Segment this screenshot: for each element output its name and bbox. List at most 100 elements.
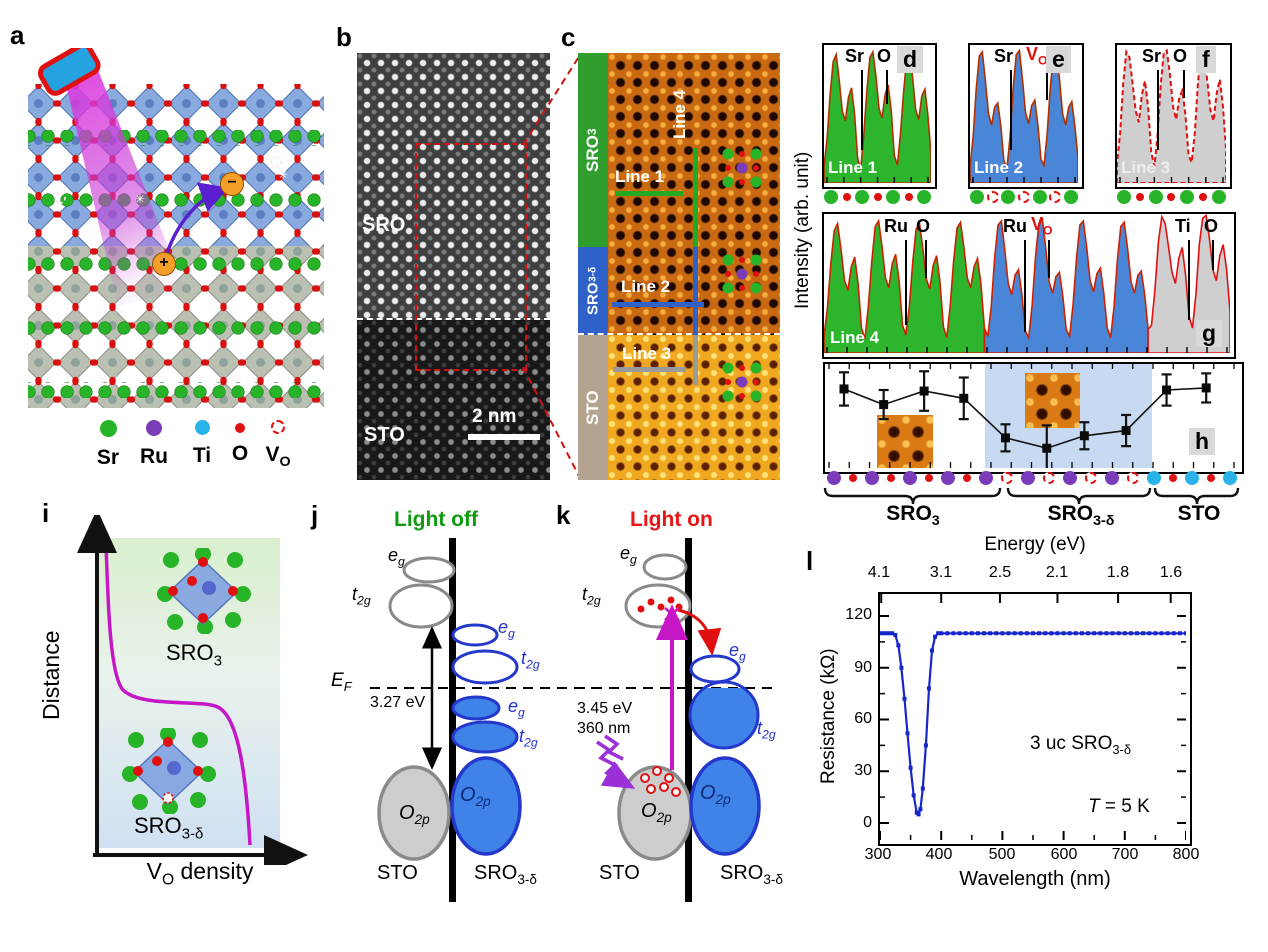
line4-marker-sro3 <box>693 148 698 247</box>
l-data-point <box>1031 631 1035 636</box>
strip-sro3: SRO 3 <box>578 53 608 247</box>
l-data-point <box>1043 631 1048 636</box>
crystal-schematic <box>28 48 324 408</box>
g-ti-label: Ti <box>1175 216 1191 236</box>
l-data-point <box>1165 631 1170 636</box>
l-x-tick: 600 <box>1050 846 1078 863</box>
profile-g <box>824 214 1230 353</box>
atom-Ti <box>1223 471 1237 485</box>
l-data-point <box>1104 631 1109 636</box>
panel-label-k: k <box>556 500 571 530</box>
atom-VO <box>1001 472 1013 484</box>
legend-label: VO <box>265 443 291 471</box>
l-data-point <box>1110 631 1115 636</box>
atom-O <box>925 474 933 482</box>
l-data-point <box>957 631 962 636</box>
g-ru2-label: Ru <box>1003 216 1027 236</box>
photon-wavelength: 360 nm <box>577 720 631 737</box>
o2p-label: O2p <box>460 784 491 809</box>
atom-VO <box>1043 472 1055 484</box>
hole-charge: + <box>152 252 176 276</box>
charge-transfer-arrow <box>164 182 229 257</box>
l-data-point <box>963 631 968 636</box>
scale-bar-label: 2 nm <box>472 406 517 427</box>
o2p-label: O2p <box>641 800 672 825</box>
l-data-point <box>1116 631 1121 636</box>
vacancy-marker <box>270 156 282 168</box>
l-data-point <box>988 631 993 636</box>
l-data-point <box>1147 631 1152 636</box>
panel-label-l: l <box>806 546 814 576</box>
profile-area <box>824 49 931 183</box>
panel-label-f: f <box>1196 46 1216 73</box>
atom-VO <box>1017 191 1030 203</box>
sro3d-label: SRO3-δ <box>134 813 204 843</box>
panel-label-i: i <box>42 498 50 528</box>
g-o-label: O <box>916 216 931 236</box>
l-data-point <box>1024 631 1029 636</box>
g-ru-label: Ru <box>884 216 908 236</box>
group-label-sro3: SRO3 <box>886 502 940 530</box>
d-anion-label: O <box>877 46 892 66</box>
line3-label: Line 3 <box>622 344 672 363</box>
vacancy-marker <box>54 192 66 204</box>
atom-row-f <box>1117 190 1226 204</box>
l-data-point <box>899 665 904 670</box>
h-data-point <box>1042 443 1052 453</box>
legend-item-O: O <box>216 420 264 466</box>
h-data-point <box>1079 431 1089 441</box>
l-y-tick: 30 <box>854 762 872 779</box>
group-label-sro3d: SRO3-δ <box>1047 502 1115 530</box>
unit-cell-overlay <box>722 362 762 402</box>
atom-row-d <box>824 190 931 204</box>
g-vo-label: VO <box>1031 214 1053 238</box>
sparkle-icon: ✳ <box>278 168 289 182</box>
group-brace <box>1153 487 1240 505</box>
o2p-label: O2p <box>399 802 430 827</box>
octahedron-sro3 <box>157 548 251 634</box>
stem-image-sto <box>357 320 550 480</box>
atom-Sr <box>1180 190 1195 204</box>
f-anion-label: O <box>1173 46 1188 66</box>
l-top-axis-label: Energy (eV) <box>984 534 1086 555</box>
l-data-point <box>1159 631 1164 636</box>
legend-item-Sr: Sr <box>84 420 132 470</box>
eg-label: eg <box>729 640 746 664</box>
atom-O <box>1135 193 1144 201</box>
panel-label-h: h <box>1189 428 1216 455</box>
atom-VO <box>1127 472 1139 484</box>
l-data-point <box>1079 631 1084 636</box>
i-ylabel: Distance <box>38 630 64 720</box>
l-data-point <box>1092 631 1097 636</box>
l-x-tick: 800 <box>1172 846 1200 863</box>
l-data-point <box>1061 631 1066 636</box>
l-data-point <box>1177 631 1182 636</box>
e-line-label: Line 2 <box>974 158 1024 177</box>
h-scatter <box>828 364 1235 468</box>
line4-marker-sro3d <box>693 247 698 335</box>
line2-label: Line 2 <box>621 277 671 296</box>
e-cation-label: Sr <box>994 46 1014 66</box>
l-data-point <box>902 696 907 701</box>
l-data-point <box>923 743 928 748</box>
legend-label: Sr <box>96 446 120 469</box>
l-data-point <box>951 631 956 636</box>
atom-Ru <box>1021 471 1035 485</box>
band-diagram-on <box>575 538 775 902</box>
light-source-icon <box>37 48 101 96</box>
photon-arrow <box>604 734 624 761</box>
l-top-tick: 3.1 <box>929 564 953 581</box>
l-data-point <box>1135 631 1140 636</box>
electron-charge: − <box>220 172 244 196</box>
line1-marker <box>615 191 683 196</box>
g-o2-label: O <box>1204 216 1219 236</box>
panel-label-d: d <box>897 46 924 73</box>
line4-label: Line 4 <box>670 89 689 139</box>
light-beam <box>64 60 185 306</box>
sto-label: STO <box>364 424 405 446</box>
t2g-label: t2g <box>519 726 538 750</box>
intensity-axis-label: Intensity (arb. unit) <box>792 151 813 309</box>
band-diagram-off <box>370 538 596 902</box>
profile-area <box>1147 214 1230 353</box>
